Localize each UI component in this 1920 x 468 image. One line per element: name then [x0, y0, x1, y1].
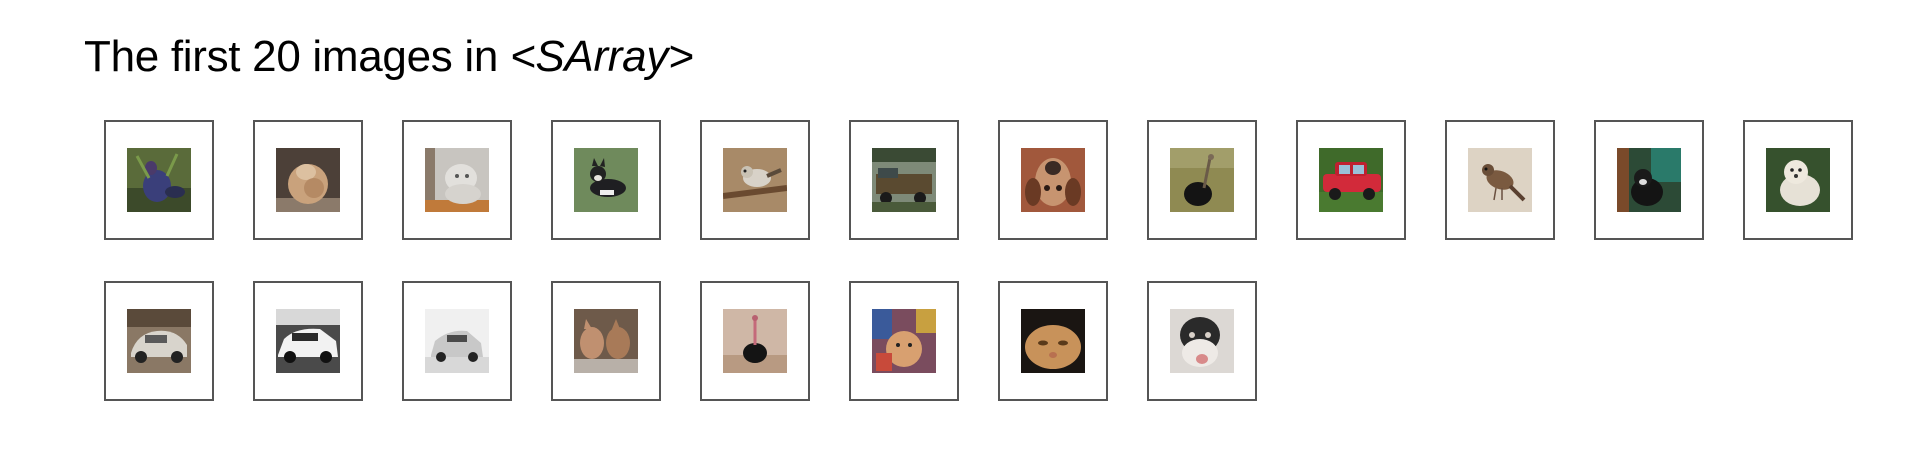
image-frame[interactable] — [402, 281, 512, 401]
image-thumbnail — [1021, 309, 1085, 373]
bird-branch-image — [723, 148, 787, 212]
image-frame[interactable] — [1147, 120, 1257, 240]
image-thumbnail — [872, 148, 936, 212]
silver-car-image — [127, 309, 191, 373]
truck-image — [872, 148, 936, 212]
image-thumbnail — [1766, 148, 1830, 212]
cat-dark-image — [1617, 148, 1681, 212]
cats-image — [574, 309, 638, 373]
image-thumbnail — [127, 309, 191, 373]
image-frame[interactable] — [998, 120, 1108, 240]
white-dog-image — [1766, 148, 1830, 212]
image-thumbnail — [872, 309, 936, 373]
image-frame[interactable] — [551, 281, 661, 401]
image-frame[interactable] — [1296, 120, 1406, 240]
image-thumbnail — [1021, 148, 1085, 212]
image-thumbnail — [1170, 309, 1234, 373]
image-frame[interactable] — [1147, 281, 1257, 401]
image-thumbnail — [1468, 148, 1532, 212]
image-frame[interactable] — [700, 120, 810, 240]
cat-face-image — [1021, 309, 1085, 373]
image-thumbnail — [574, 309, 638, 373]
cat-bw-image — [1170, 309, 1234, 373]
image-frame[interactable] — [1594, 120, 1704, 240]
bird-image — [127, 148, 191, 212]
image-thumbnail — [1617, 148, 1681, 212]
image-frame[interactable] — [253, 281, 363, 401]
white-car-image — [276, 309, 340, 373]
image-thumbnail — [574, 148, 638, 212]
ostrich-image — [1170, 148, 1234, 212]
image-frame[interactable] — [998, 281, 1108, 401]
image-frame[interactable] — [551, 120, 661, 240]
image-frame[interactable] — [1743, 120, 1853, 240]
cat-white-image — [425, 148, 489, 212]
dog-image — [574, 148, 638, 212]
image-thumbnail — [723, 148, 787, 212]
image-frame[interactable] — [104, 281, 214, 401]
image-frame[interactable] — [1445, 120, 1555, 240]
image-frame[interactable] — [253, 120, 363, 240]
page-title: The first 20 images in <SArray> — [84, 32, 694, 82]
image-thumbnail — [1170, 148, 1234, 212]
image-thumbnail — [127, 148, 191, 212]
dog-face-image — [1021, 148, 1085, 212]
image-thumbnail — [276, 309, 340, 373]
ostrich-standing-image — [723, 309, 787, 373]
image-thumbnail — [276, 148, 340, 212]
image-thumbnail — [723, 309, 787, 373]
rabbit-image — [276, 148, 340, 212]
image-frame[interactable] — [402, 120, 512, 240]
hatchback-image — [425, 309, 489, 373]
image-thumbnail — [1319, 148, 1383, 212]
image-frame[interactable] — [849, 281, 959, 401]
red-car-image — [1319, 148, 1383, 212]
image-frame[interactable] — [104, 120, 214, 240]
title-type-label: <SArray> — [509, 32, 694, 81]
image-grid — [104, 120, 1864, 401]
cat-colorful-image — [872, 309, 936, 373]
title-text: The first 20 images in — [84, 32, 510, 81]
image-thumbnail — [425, 309, 489, 373]
sparrow-image — [1468, 148, 1532, 212]
image-frame[interactable] — [849, 120, 959, 240]
image-thumbnail — [425, 148, 489, 212]
image-frame[interactable] — [700, 281, 810, 401]
